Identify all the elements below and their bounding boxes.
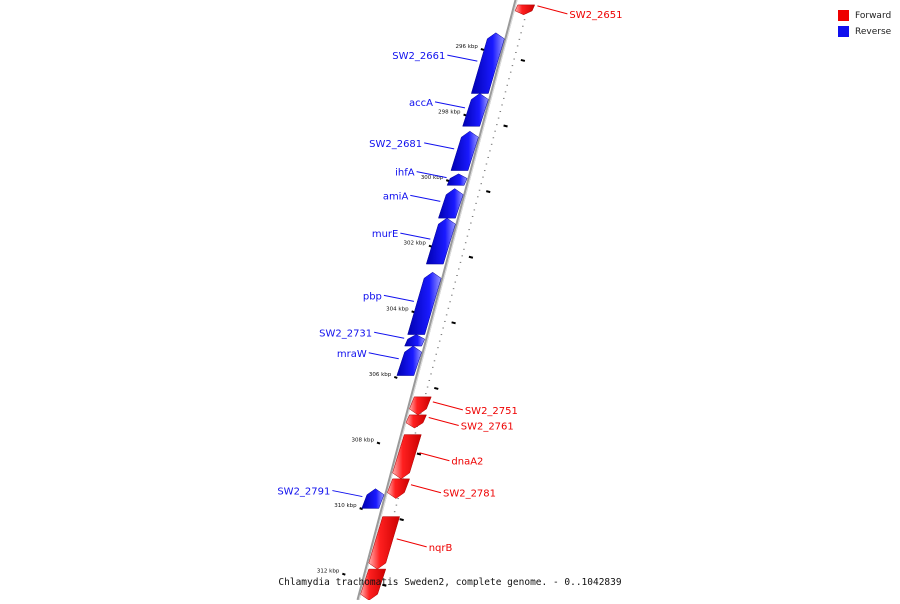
gene-SW2_2751-arrow[interactable]: [409, 396, 432, 416]
legend: Forward Reverse: [838, 8, 891, 40]
tick-label: 304 kbp: [386, 306, 409, 312]
gene-label-leader: [368, 352, 399, 360]
major-tick-right: [520, 58, 526, 62]
major-tick-right: [382, 583, 387, 587]
gene-label-accA[interactable]: accA: [409, 98, 433, 109]
gene-SW2_2781-arrow[interactable]: [387, 478, 410, 499]
major-tick-left: [480, 47, 485, 51]
tick-label: 300 kbp: [421, 175, 444, 181]
reverse-swatch: [838, 26, 849, 37]
gene-labels: SW2_2651 SW2_2661 accA SW2_2681 ihfA amiA murE…: [277, 5, 622, 554]
major-tick-right: [399, 518, 404, 522]
gene-SW2_2791-arrow[interactable]: [361, 488, 385, 509]
gene-label-amiA[interactable]: amiA: [383, 191, 409, 202]
gene-label-leader: [410, 484, 442, 494]
major-tick-left: [376, 441, 381, 445]
legend-label-forward: Forward: [855, 10, 892, 21]
tick-label: 310 kbp: [334, 503, 357, 509]
major-tick-right: [434, 386, 439, 390]
major-tick-right: [468, 255, 474, 259]
major-ticks: 296 kbp 298 kbp 300 kbp 302 kbp 304 kbp 306 k…: [317, 44, 526, 587]
major-tick-left: [342, 572, 346, 576]
gene-label-leader: [424, 142, 455, 150]
gene-label-SW2_2681[interactable]: SW2_2681: [369, 139, 422, 150]
gene-label-murE[interactable]: murE: [372, 229, 399, 240]
gene-SW2_2681-arrow[interactable]: [450, 130, 479, 171]
gene-dnaA2-arrow[interactable]: [392, 434, 422, 480]
gene-label-leader: [537, 5, 568, 15]
gene-label-leader: [410, 194, 441, 202]
gene-label-leader: [400, 232, 431, 240]
minor-ticks: [371, 6, 529, 598]
gene-label-nqrB[interactable]: nqrB: [429, 543, 453, 554]
gene-label-leader: [428, 416, 459, 426]
gene-label-leader: [432, 401, 463, 411]
gene-SW2_2651-arrow[interactable]: [514, 4, 536, 16]
gene-features: [358, 4, 536, 604]
genome-backbone-highlight: [358, 0, 518, 601]
legend-label-reverse: Reverse: [855, 26, 892, 37]
gene-mraW-arrow[interactable]: [396, 345, 422, 376]
gene-label-leader: [419, 452, 450, 462]
gene-label-SW2_2661[interactable]: SW2_2661: [392, 51, 445, 62]
tick-label: 298 kbp: [438, 110, 461, 116]
gene-unnamed-arrow[interactable]: [360, 568, 387, 601]
gene-murE-arrow[interactable]: [425, 217, 456, 265]
gene-label-leader: [383, 294, 415, 302]
genome-backbone: [356, 0, 518, 601]
gene-label-ihfA[interactable]: ihfA: [395, 168, 415, 179]
gene-label-SW2_2731[interactable]: SW2_2731: [319, 328, 372, 339]
genome-title: Chlamydia trachomatis Sweden2, complete …: [278, 577, 622, 588]
major-tick-right: [416, 452, 422, 456]
gene-label-leader: [374, 331, 405, 339]
gene-label-leader: [447, 54, 478, 62]
tick-label: 306 kbp: [369, 372, 392, 378]
major-tick-right: [451, 321, 456, 325]
gene-ihfA-arrow[interactable]: [446, 173, 468, 186]
tick-label: 312 kbp: [317, 569, 340, 575]
gene-label-SW2_2751[interactable]: SW2_2751: [465, 406, 518, 417]
gene-accA-arrow[interactable]: [462, 93, 489, 127]
major-tick-right: [485, 190, 491, 194]
gene-label-leader: [416, 171, 447, 179]
legend-item-forward: Forward: [838, 8, 891, 23]
gene-label-leader: [332, 490, 363, 498]
major-tick-left: [359, 507, 363, 511]
tick-label: 296 kbp: [455, 44, 478, 50]
gene-label-pbp[interactable]: pbp: [363, 291, 382, 302]
gene-label-mraW[interactable]: mraW: [337, 349, 367, 360]
gene-label-SW2_2761[interactable]: SW2_2761: [461, 421, 514, 432]
gene-label-SW2_2791[interactable]: SW2_2791: [277, 487, 330, 498]
gene-label-dnaA2[interactable]: dnaA2: [451, 457, 483, 468]
major-tick-right: [503, 124, 508, 128]
gene-SW2_2731-arrow[interactable]: [404, 334, 425, 347]
tick-label: 308 kbp: [352, 438, 375, 444]
legend-item-reverse: Reverse: [838, 24, 891, 39]
gene-nqrB-arrow[interactable]: [368, 516, 400, 570]
gene-SW2_2761-arrow[interactable]: [405, 414, 427, 429]
forward-swatch: [838, 10, 849, 21]
tick-label: 302 kbp: [404, 241, 427, 247]
gene-label-leader: [396, 538, 427, 548]
major-tick-left: [393, 375, 398, 379]
gene-label-SW2_2781[interactable]: SW2_2781: [443, 489, 496, 500]
gene-label-leader: [434, 101, 466, 109]
gene-label-SW2_2651[interactable]: SW2_2651: [569, 10, 622, 21]
